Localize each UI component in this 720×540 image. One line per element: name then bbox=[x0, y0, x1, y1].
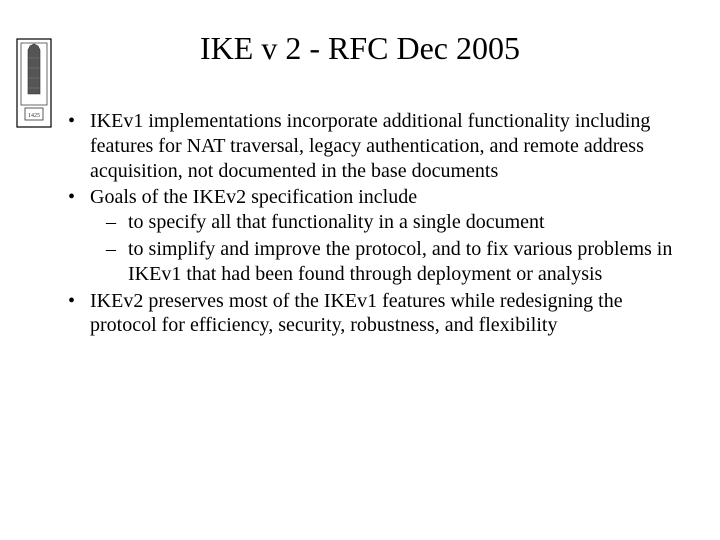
bullet-text: Goals of the IKEv2 specification include bbox=[90, 186, 417, 208]
bullet-item: IKEv2 preserves most of the IKEv1 featur… bbox=[62, 289, 680, 339]
sub-bullet-item: to specify all that functionality in a s… bbox=[100, 210, 680, 235]
slide-title: IKE v 2 - RFC Dec 2005 bbox=[0, 30, 720, 67]
bullet-text: IKEv1 implementations incorporate additi… bbox=[90, 110, 650, 182]
bullet-item: IKEv1 implementations incorporate additi… bbox=[62, 109, 680, 183]
slide-body: IKEv1 implementations incorporate additi… bbox=[62, 109, 680, 338]
sub-bullet-text: to simplify and improve the protocol, an… bbox=[128, 238, 672, 285]
svg-text:1425: 1425 bbox=[28, 113, 40, 119]
sub-bullet-text: to specify all that functionality in a s… bbox=[128, 211, 545, 233]
university-seal-logo: 1425 bbox=[16, 38, 52, 128]
bullet-text: IKEv2 preserves most of the IKEv1 featur… bbox=[90, 290, 623, 337]
sub-bullet-item: to simplify and improve the protocol, an… bbox=[100, 237, 680, 287]
bullet-item: Goals of the IKEv2 specification include… bbox=[62, 185, 680, 286]
